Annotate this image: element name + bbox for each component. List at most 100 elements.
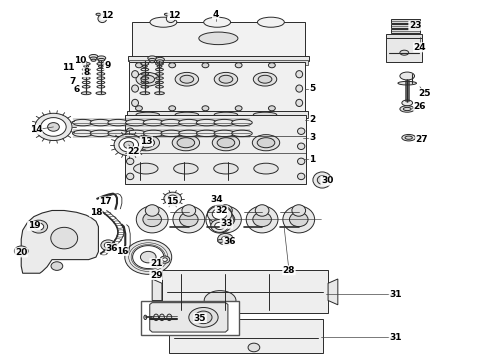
Ellipse shape	[252, 135, 280, 151]
Bar	[128, 56, 309, 61]
Text: 7: 7	[70, 77, 76, 86]
Text: 31: 31	[389, 289, 402, 298]
Bar	[386, 34, 422, 39]
Text: 19: 19	[27, 221, 40, 230]
Circle shape	[164, 192, 181, 205]
Ellipse shape	[400, 50, 409, 55]
Circle shape	[169, 63, 175, 68]
Text: 5: 5	[309, 84, 316, 93]
Ellipse shape	[141, 62, 149, 65]
Circle shape	[215, 222, 224, 229]
Ellipse shape	[141, 75, 155, 83]
Ellipse shape	[199, 32, 238, 45]
Text: 21: 21	[150, 259, 162, 268]
Ellipse shape	[96, 92, 106, 95]
Text: 22: 22	[127, 147, 140, 156]
Ellipse shape	[167, 314, 172, 320]
Ellipse shape	[149, 58, 156, 61]
Ellipse shape	[132, 99, 139, 107]
Circle shape	[136, 106, 143, 111]
Circle shape	[169, 106, 175, 111]
Ellipse shape	[219, 75, 233, 83]
Ellipse shape	[126, 173, 134, 180]
Ellipse shape	[155, 92, 164, 95]
Text: 30: 30	[321, 176, 333, 185]
Ellipse shape	[297, 158, 305, 165]
Ellipse shape	[214, 112, 238, 117]
Text: 17: 17	[99, 197, 112, 206]
Ellipse shape	[173, 163, 198, 174]
Ellipse shape	[175, 112, 198, 117]
Ellipse shape	[150, 60, 155, 63]
Ellipse shape	[98, 65, 103, 67]
Ellipse shape	[166, 15, 175, 23]
Ellipse shape	[157, 60, 163, 63]
Text: 32: 32	[215, 206, 228, 215]
Circle shape	[51, 262, 63, 270]
Text: 10: 10	[74, 56, 86, 65]
Circle shape	[202, 106, 209, 111]
Ellipse shape	[90, 120, 111, 126]
Text: 36: 36	[106, 244, 119, 253]
Circle shape	[160, 256, 170, 263]
Ellipse shape	[210, 206, 242, 233]
Text: 2: 2	[309, 115, 316, 124]
Ellipse shape	[214, 130, 235, 136]
Circle shape	[207, 205, 232, 223]
Bar	[129, 60, 308, 64]
Circle shape	[48, 123, 59, 131]
Ellipse shape	[73, 120, 93, 126]
Circle shape	[212, 209, 227, 220]
Circle shape	[269, 106, 275, 111]
Ellipse shape	[196, 130, 217, 136]
Text: 20: 20	[15, 248, 27, 257]
Ellipse shape	[156, 62, 163, 65]
Ellipse shape	[232, 130, 252, 136]
Ellipse shape	[297, 128, 305, 134]
Ellipse shape	[144, 315, 147, 319]
Ellipse shape	[405, 136, 413, 139]
Ellipse shape	[296, 99, 303, 107]
Ellipse shape	[97, 62, 105, 65]
Ellipse shape	[134, 163, 158, 174]
Ellipse shape	[143, 65, 147, 67]
Ellipse shape	[126, 143, 134, 149]
Ellipse shape	[189, 307, 218, 327]
Ellipse shape	[132, 135, 159, 151]
Circle shape	[34, 223, 44, 230]
Text: 27: 27	[416, 135, 428, 144]
Circle shape	[104, 242, 112, 248]
Ellipse shape	[158, 62, 162, 64]
Ellipse shape	[180, 75, 194, 83]
Ellipse shape	[232, 120, 252, 126]
Ellipse shape	[255, 205, 269, 216]
Ellipse shape	[182, 205, 196, 216]
Ellipse shape	[402, 100, 413, 106]
Ellipse shape	[154, 314, 159, 320]
Ellipse shape	[84, 65, 89, 67]
Ellipse shape	[218, 239, 223, 242]
Text: 29: 29	[150, 270, 162, 279]
Circle shape	[235, 63, 242, 68]
Ellipse shape	[214, 120, 235, 126]
Polygon shape	[328, 279, 338, 305]
Ellipse shape	[108, 130, 128, 136]
Text: 18: 18	[90, 208, 102, 217]
Bar	[391, 24, 420, 28]
Ellipse shape	[96, 13, 101, 15]
Ellipse shape	[195, 311, 212, 324]
Text: 14: 14	[29, 125, 42, 134]
Ellipse shape	[258, 75, 272, 83]
Text: 15: 15	[167, 197, 179, 206]
Ellipse shape	[137, 138, 155, 148]
Ellipse shape	[212, 135, 240, 151]
Ellipse shape	[403, 107, 411, 111]
Ellipse shape	[150, 17, 177, 27]
Bar	[386, 36, 422, 62]
Ellipse shape	[73, 130, 93, 136]
Ellipse shape	[402, 134, 416, 141]
Ellipse shape	[125, 130, 146, 136]
Ellipse shape	[140, 92, 150, 95]
Ellipse shape	[318, 176, 327, 184]
Ellipse shape	[132, 71, 139, 78]
